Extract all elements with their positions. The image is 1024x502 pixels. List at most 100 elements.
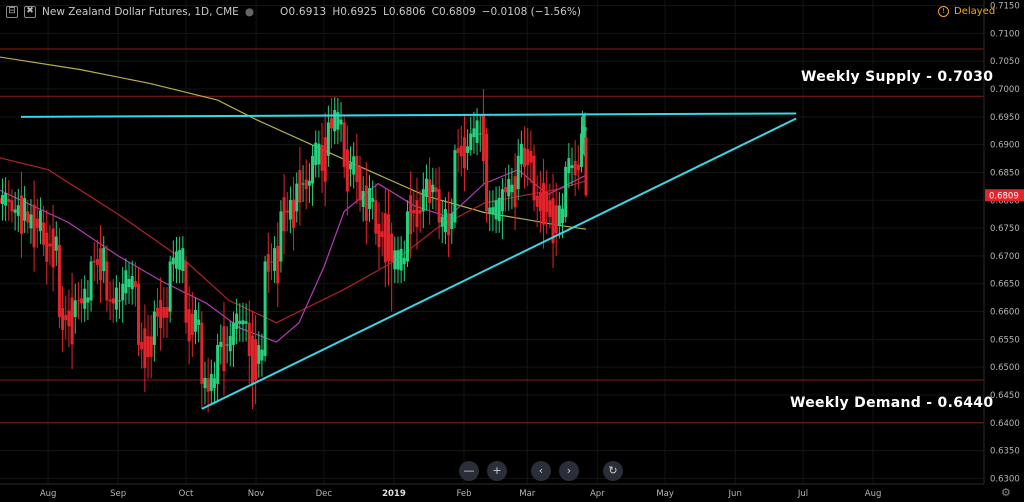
candle-body: [462, 137, 466, 169]
candle-body: [349, 163, 353, 170]
symbol-title[interactable]: New Zealand Dollar Futures, 1D, CME: [42, 6, 239, 18]
x-tick-label: Jun: [728, 489, 742, 499]
candle-body: [0, 195, 4, 205]
candle-body: [570, 165, 574, 169]
candle-body: [200, 322, 204, 384]
candle-body: [16, 205, 20, 216]
reset-chart-button[interactable]: ↻: [603, 461, 623, 481]
candle-body: [538, 192, 542, 212]
candle-body: [342, 122, 346, 167]
candle-body: [523, 147, 527, 168]
candle-body: [564, 166, 568, 217]
candle-body: [244, 321, 248, 324]
y-tick-label: 0.6600: [990, 308, 1020, 318]
candle-body: [254, 338, 258, 380]
candle-body: [187, 309, 191, 342]
candle-body: [535, 195, 539, 207]
candle-body: [481, 113, 485, 162]
candle-body: [67, 310, 71, 327]
candle-body: [323, 137, 327, 182]
candle-body: [295, 183, 299, 212]
candle-body: [374, 200, 378, 234]
candle-body: [542, 182, 546, 225]
candle-body: [504, 186, 508, 193]
candle-body: [561, 208, 565, 223]
x-tick-label: Sep: [110, 489, 126, 499]
last-price-tag: [985, 189, 1024, 202]
x-tick-label: Nov: [248, 489, 265, 499]
candle-body: [368, 188, 372, 209]
candle-body: [32, 204, 36, 248]
candle-body: [54, 236, 58, 251]
candle-body: [76, 300, 80, 302]
symbol-flag-icon: ✖: [24, 6, 36, 18]
candle-body: [108, 299, 112, 302]
candle-body: [576, 164, 580, 171]
candle-body: [197, 319, 201, 325]
candle-body: [418, 209, 422, 214]
candle-body: [393, 250, 397, 270]
candle-body: [80, 298, 84, 304]
candle-body: [529, 150, 533, 163]
chart-nav-controls: — + ‹ › ↻: [459, 461, 623, 481]
candle-body: [86, 297, 90, 303]
candle-body: [573, 160, 577, 176]
gear-icon[interactable]: ⚙: [1001, 486, 1011, 499]
candle-body: [29, 214, 33, 229]
collapse-icon[interactable]: ⊟: [6, 6, 18, 18]
candle-body: [399, 248, 403, 271]
scroll-right-button[interactable]: ›: [559, 461, 579, 481]
ohlc-high: H0.6925: [332, 6, 378, 18]
candle-body: [127, 278, 131, 288]
candle-body: [584, 137, 588, 196]
candle-body: [371, 198, 375, 202]
candle-body: [4, 192, 8, 206]
support-trendline: [201, 117, 797, 410]
candle-body: [364, 185, 368, 221]
candle-body: [203, 377, 207, 389]
y-tick-label: 0.6700: [990, 252, 1020, 262]
candle-body: [118, 300, 122, 302]
delayed-label: Delayed: [954, 6, 996, 17]
plot-area: [0, 0, 984, 484]
weekly-supply-label: Weekly Supply - 0.7030: [801, 69, 994, 85]
candle-body: [260, 349, 264, 361]
candle-body: [45, 232, 49, 262]
candle-body: [114, 287, 118, 310]
candle-body: [219, 341, 223, 348]
delayed-badge[interactable]: ! Delayed: [938, 6, 995, 17]
candle-body: [285, 210, 289, 213]
candle-body: [421, 189, 425, 212]
candle-body: [434, 187, 438, 192]
candle-body: [250, 335, 254, 385]
candle-body: [165, 307, 169, 318]
zoom-out-button[interactable]: —: [459, 461, 479, 481]
y-tick-label: 0.6650: [990, 280, 1020, 290]
x-tick-label: Dec: [316, 489, 333, 499]
candle-body: [526, 149, 530, 166]
candle-body: [554, 205, 558, 234]
candle-body: [307, 180, 311, 186]
weekly-demand-label: Weekly Demand - 0.6440: [790, 395, 994, 411]
candle-body: [377, 223, 381, 248]
x-tick-label: May: [656, 489, 674, 499]
candle-body: [443, 209, 447, 233]
candle-body: [352, 156, 356, 175]
candle-body: [92, 260, 96, 263]
candle-body: [83, 288, 87, 309]
y-tick-label: 0.7100: [990, 29, 1020, 39]
candle-body: [304, 179, 308, 190]
candle-body: [111, 298, 115, 304]
zoom-in-button[interactable]: +: [487, 461, 507, 481]
candle-body: [478, 133, 482, 135]
candle-body: [168, 261, 172, 312]
candle-body: [57, 244, 61, 318]
candle-body: [516, 155, 520, 190]
candle-body: [19, 195, 23, 234]
candle-body: [330, 118, 334, 129]
scroll-left-button[interactable]: ‹: [531, 461, 551, 481]
candle-body: [70, 297, 74, 345]
candle-body: [447, 213, 451, 236]
candle-body: [459, 145, 463, 157]
